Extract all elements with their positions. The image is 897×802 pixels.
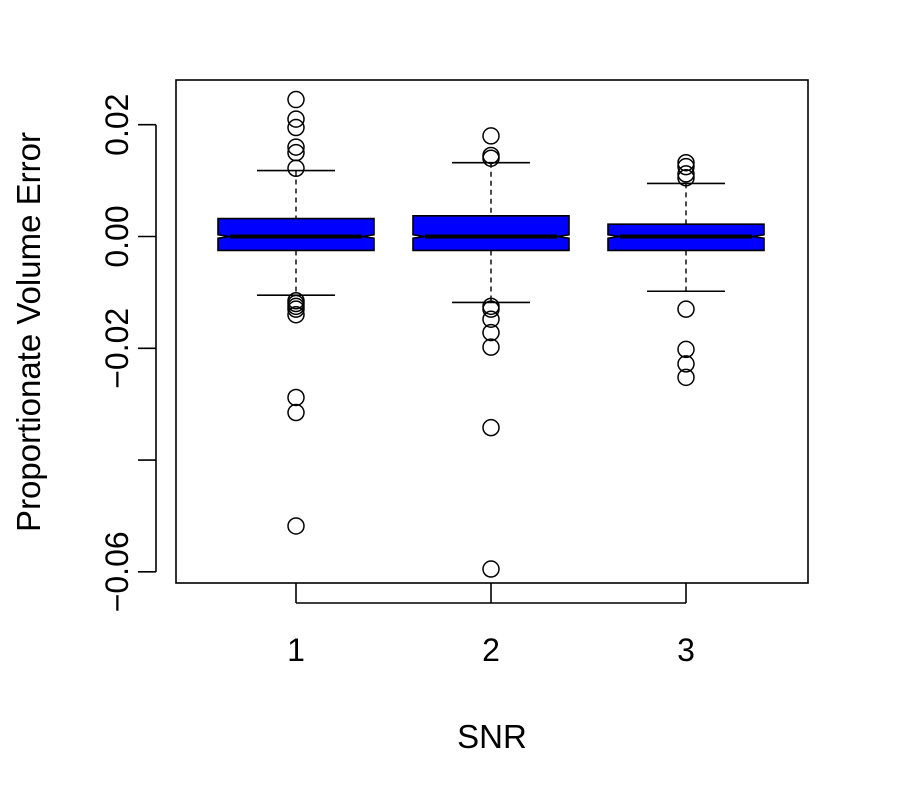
x-tick-label: 1 — [287, 632, 305, 668]
outlier-point — [287, 517, 305, 535]
outlier-point — [482, 149, 500, 167]
y-tick-label: 0.02 — [99, 94, 135, 156]
outlier-point — [482, 338, 500, 356]
plot-layer — [217, 90, 765, 578]
box-2 — [412, 215, 570, 252]
outlier-point — [677, 355, 695, 373]
outlier-point — [677, 169, 695, 187]
outlier-point — [287, 403, 305, 422]
outlier-point — [677, 153, 695, 172]
y-tick-label: −0.02 — [99, 308, 135, 389]
outlier-point — [677, 340, 695, 359]
box-group-2 — [412, 127, 570, 578]
outlier-point — [677, 165, 695, 183]
x-axis: 1 2 3 — [287, 583, 695, 668]
outlier-point — [287, 110, 305, 128]
outlier-point — [677, 300, 695, 318]
outlier-point — [482, 310, 500, 328]
outlier-point — [482, 127, 500, 145]
outlier-point — [287, 90, 305, 109]
outlier-point — [482, 418, 500, 437]
outlier-point — [287, 388, 305, 407]
box-group-3 — [607, 153, 765, 387]
y-tick-label: 0.00 — [99, 205, 135, 267]
outlier-point — [287, 138, 305, 156]
outlier-point — [287, 118, 305, 137]
x-axis-title: SNR — [457, 718, 527, 755]
outlier-point — [287, 159, 305, 178]
x-tick-label: 3 — [677, 632, 695, 668]
y-axis: −0.06 −0.02 0.00 0.02 — [99, 94, 157, 612]
y-tick-label: −0.06 — [99, 531, 135, 612]
x-tick-label: 2 — [482, 632, 500, 668]
box-group-1 — [217, 90, 375, 535]
outlier-point — [482, 300, 500, 318]
outlier-point — [287, 305, 305, 324]
outlier-point — [287, 300, 305, 318]
y-axis-title: Proportionate Volume Error — [10, 132, 47, 532]
outlier-point — [677, 368, 695, 387]
outlier-point — [482, 560, 500, 578]
plot-frame — [175, 79, 809, 584]
outlier-point — [677, 157, 695, 176]
outlier-point — [482, 323, 500, 342]
